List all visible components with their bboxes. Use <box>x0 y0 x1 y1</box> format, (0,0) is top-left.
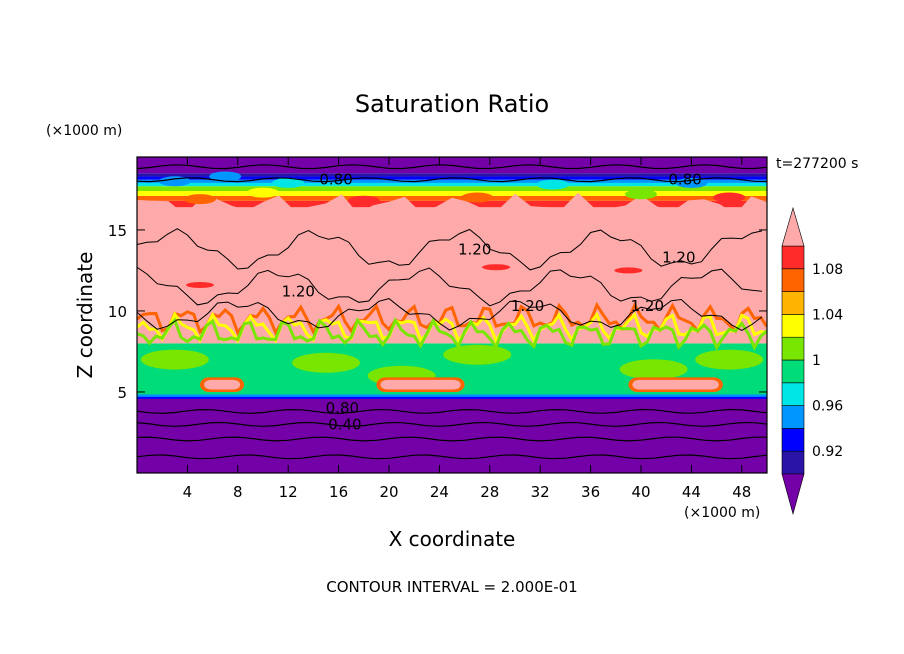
field-band <box>137 191 767 196</box>
y-axis-label: Z coordinate <box>73 252 97 379</box>
contour-line <box>137 164 767 170</box>
colorbar-extend-top <box>781 206 805 247</box>
field-spot <box>536 179 569 190</box>
colorbar: 1.08 1.04 1 0.96 0.92 <box>781 206 843 516</box>
field-edge <box>137 394 767 398</box>
field-spot <box>186 282 214 289</box>
x-tick-label: 12 <box>279 483 298 501</box>
x-tick-label: 20 <box>379 483 398 501</box>
field-spot <box>184 194 216 205</box>
colorbar-swatch <box>781 405 805 429</box>
field-band <box>137 186 767 192</box>
plot-area <box>137 157 767 473</box>
field-band <box>137 398 767 473</box>
y-tick-label: 5 <box>117 384 127 402</box>
x-tick-label: 4 <box>183 483 193 501</box>
field-spot <box>140 349 209 370</box>
colorbar-swatch <box>781 336 805 361</box>
colorbar-tick-label: 0.92 <box>812 444 843 460</box>
contour-line <box>137 177 767 183</box>
x-tick-label: 32 <box>531 483 550 501</box>
field-spot <box>347 195 380 206</box>
contour-line <box>137 228 763 271</box>
colorbar-swatch <box>781 428 805 452</box>
field-band <box>137 207 767 344</box>
x-tick-label: 44 <box>682 483 701 501</box>
cloud-slab <box>632 379 719 390</box>
contour-label: 1.20 <box>282 283 315 301</box>
contour-label: 0.80 <box>319 171 352 189</box>
contour-label: 1.20 <box>662 248 695 266</box>
colorbar-tick-label: 1.08 <box>812 262 843 278</box>
contour-line <box>137 436 767 442</box>
x-tick-label: 24 <box>430 483 449 501</box>
contour-line <box>137 408 767 415</box>
colorbar-swatch <box>781 268 805 292</box>
x-tick-label: 40 <box>631 483 650 501</box>
colorbar-swatch <box>781 359 805 384</box>
field-spot <box>247 187 279 198</box>
y-tick-label: 15 <box>108 222 127 240</box>
colorbar-swatch <box>781 314 805 338</box>
field-band <box>137 179 767 183</box>
field-spot <box>675 177 708 188</box>
contour-line <box>137 266 763 307</box>
chart-title: Saturation Ratio <box>355 90 549 118</box>
x-tick-label: 48 <box>732 483 751 501</box>
contour-lines <box>137 164 767 460</box>
cloud-slab <box>380 379 461 390</box>
contour-label: 1.20 <box>511 297 544 315</box>
time-label: t=277200 s <box>776 156 858 172</box>
field-spot <box>461 192 494 203</box>
x-unit-label: (×1000 m) <box>684 505 760 521</box>
y-unit-label: (×1000 m) <box>46 123 122 139</box>
contour-labels: 0.80 0.801.20 1.201.201.20 1.200.800.40 <box>282 171 702 434</box>
contour-label: 1.20 <box>631 297 664 315</box>
field-spot <box>695 349 764 370</box>
y-axis: 5 10 15 <box>108 222 767 402</box>
contour-label: 0.80 <box>668 171 701 189</box>
colorbar-swatch <box>781 450 805 475</box>
x-tick-label: 28 <box>480 483 499 501</box>
field-edge <box>137 396 767 399</box>
field-spot <box>292 352 360 373</box>
field-edge <box>137 192 767 215</box>
field-spot <box>209 171 242 182</box>
x-tick-label: 36 <box>581 483 600 501</box>
colorbar-swatch <box>781 382 805 406</box>
field-spot <box>443 344 512 365</box>
field-spot <box>619 359 688 380</box>
colorbar-swatch <box>781 291 805 315</box>
contour-line <box>137 298 763 331</box>
colorbar-extend-bottom <box>781 473 805 516</box>
colorbar-tick-label: 1.04 <box>812 307 843 323</box>
x-tick-label: 8 <box>233 483 243 501</box>
x-axis: 4 8 12 16 20 24 28 32 36 40 44 48 <box>183 157 751 501</box>
field-spot <box>625 189 657 200</box>
x-axis-label: X coordinate <box>389 527 516 551</box>
contour-interval-label: CONTOUR INTERVAL = 2.000E-01 <box>326 578 577 596</box>
contour-line <box>137 421 767 427</box>
cloud-slab <box>204 379 241 390</box>
colorbar-tick-label: 0.96 <box>812 399 843 415</box>
contour-label: 0.40 <box>328 415 361 433</box>
field-spot <box>158 176 191 187</box>
field-spot <box>482 264 511 271</box>
field-spot <box>272 177 305 188</box>
contour-label: 0.80 <box>326 399 359 417</box>
field-spot <box>713 192 746 203</box>
field-band <box>137 182 767 187</box>
contour-line <box>137 454 767 460</box>
plot-frame <box>136 156 768 474</box>
y-tick-label: 10 <box>108 303 127 321</box>
field-spot <box>614 267 643 274</box>
field-fringe <box>137 317 767 351</box>
field-band <box>137 173 767 177</box>
x-tick-label: 16 <box>329 483 348 501</box>
contour-label: 1.20 <box>458 240 491 258</box>
colorbar-tick-label: 1 <box>812 353 821 369</box>
colorbar-swatch <box>781 245 805 270</box>
